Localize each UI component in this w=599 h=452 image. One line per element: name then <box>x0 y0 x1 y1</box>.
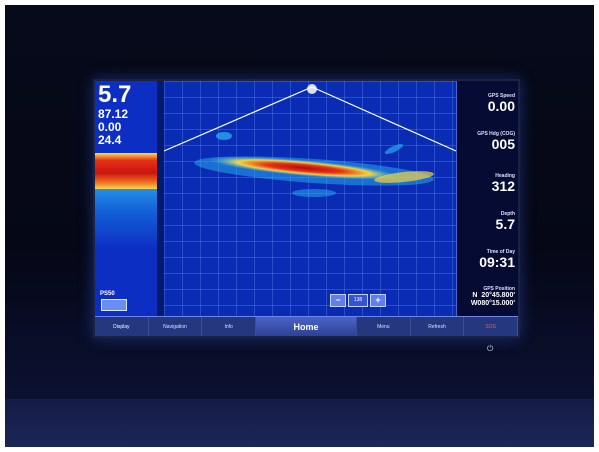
field-value: 312 <box>491 178 515 194</box>
nav-display[interactable]: Display <box>95 317 149 336</box>
field-value: N 20°45.800' W080°15.000' <box>470 292 515 308</box>
depth-scale <box>157 81 164 316</box>
sonar-band-right <box>374 171 434 183</box>
left-readouts: 5.7 87.12 0.00 24.4 <box>98 81 132 147</box>
nav-home[interactable]: Home <box>255 317 358 336</box>
field-label: GPS Speed <box>488 93 515 99</box>
field-value: 0.00 <box>487 98 515 114</box>
livescope-sonar-view[interactable]: − 138 + <box>164 81 456 316</box>
sonar-hot-band <box>209 156 399 180</box>
field-value: 5.7 <box>495 216 515 232</box>
field-label: Depth <box>500 211 515 217</box>
nav-info[interactable]: Info <box>202 317 256 336</box>
water-temp-readout: 87.12 <box>98 107 129 121</box>
field-value: 09:31 <box>479 254 515 270</box>
voltage-readout: 24.4 <box>98 133 122 147</box>
gps-speed-field[interactable]: GPS Speed 0.00 <box>488 93 515 114</box>
field-label: GPS Hdg (COG) <box>477 131 515 137</box>
zoom-controls: − 138 + <box>330 294 386 307</box>
nav-refresh[interactable]: Refresh <box>411 317 465 336</box>
field-label: Time of Day <box>486 249 515 255</box>
zoom-value: 138 <box>348 294 368 307</box>
photo-scene: 5.7 87.12 0.00 24.4 PS50 <box>5 5 594 447</box>
nav-sos[interactable]: SOS <box>464 317 518 336</box>
speed-readout: 0.00 <box>98 120 122 134</box>
transducer-button[interactable] <box>101 299 127 311</box>
sonar-spot-3 <box>292 189 336 197</box>
field-label: Heading <box>495 173 515 179</box>
desk-surface <box>5 399 594 447</box>
nav-menu[interactable]: Menu <box>357 317 411 336</box>
sonar-spot-2 <box>384 143 404 155</box>
nav-navigation[interactable]: Navigation <box>149 317 203 336</box>
depth-field[interactable]: Depth 5.7 <box>496 211 515 232</box>
beam-cone-outline <box>164 86 456 152</box>
sonar-return-band <box>95 153 157 189</box>
data-fields-panel: GPS Speed 0.00 GPS Hdg (COG) 005 Heading… <box>456 81 518 316</box>
heading-field[interactable]: Heading 312 <box>492 173 515 194</box>
gps-heading-field[interactable]: GPS Hdg (COG) 005 <box>477 131 515 152</box>
depth-readout: 5.7 <box>98 81 132 108</box>
sonar-spot-1 <box>216 132 232 140</box>
chartplotter-screen: 5.7 87.12 0.00 24.4 PS50 <box>93 79 520 338</box>
sonar-render <box>164 84 456 197</box>
time-of-day-field[interactable]: Time of Day 09:31 <box>479 249 515 270</box>
sonar-return-tail <box>95 189 157 249</box>
zoom-out-button[interactable]: − <box>330 294 346 307</box>
bottom-nav-bar: Display Navigation Info Home Menu Refres… <box>95 316 518 336</box>
traditional-sonar-strip: 5.7 87.12 0.00 24.4 PS50 <box>95 81 157 316</box>
transducer-label: PS50 <box>100 291 115 297</box>
power-icon[interactable]: ⏻ <box>487 344 494 353</box>
gps-position-field[interactable]: GPS Position N 20°45.800' W080°15.000' <box>471 286 515 309</box>
transducer-icon <box>307 84 317 94</box>
zoom-in-button[interactable]: + <box>370 294 386 307</box>
field-value: 005 <box>491 136 515 152</box>
field-label: GPS Position <box>483 286 515 292</box>
